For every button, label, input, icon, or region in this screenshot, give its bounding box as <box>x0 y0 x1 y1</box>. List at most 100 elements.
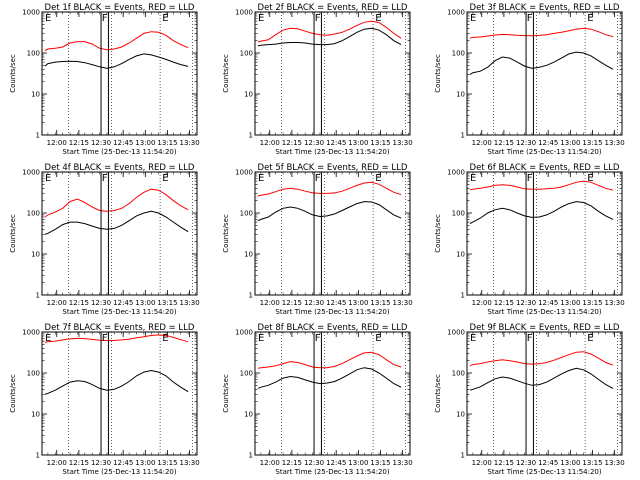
y-axis-label: Counts/sec <box>222 374 230 413</box>
flag-marker-label: E <box>258 173 264 184</box>
x-tick-label: 13:30 <box>180 139 200 147</box>
events-series-line <box>44 53 189 69</box>
x-axis-label: Start Time (25-Dec-13 11:54:20) <box>62 468 176 476</box>
x-tick-label: 12:15 <box>69 299 89 307</box>
flag-marker-label: E <box>375 173 381 184</box>
x-tick-label: 12:00 <box>47 139 67 147</box>
lld-series-line <box>469 351 614 367</box>
x-axis-label: Start Time (25-Dec-13 11:54:20) <box>275 468 389 476</box>
panel-title: Det 9f BLACK = Events, RED = LLD <box>470 323 620 333</box>
plot-frame <box>466 11 623 136</box>
y-tick-label: 1 <box>461 452 465 460</box>
plot-frame <box>254 11 411 136</box>
y-tick-label: 1000 <box>22 329 40 337</box>
y-tick-label: 1 <box>461 132 465 140</box>
x-tick-label: 12:45 <box>326 459 346 467</box>
y-tick-label: 1000 <box>447 9 465 17</box>
x-axis-label: Start Time (25-Dec-13 11:54:20) <box>275 148 389 156</box>
y-tick-label: 1000 <box>447 169 465 177</box>
flag-marker-label: E <box>162 13 168 24</box>
x-axis-label: Start Time (25-Dec-13 11:54:20) <box>487 468 601 476</box>
y-tick-label: 1 <box>36 132 40 140</box>
detector-panel-3: Det 3f BLACK = Events, RED = LLD 1 10 100 10… <box>434 3 625 156</box>
panel-title: Det 7f BLACK = Events, RED = LLD <box>45 323 195 333</box>
plot-frame <box>466 331 623 456</box>
plot-frame <box>41 331 198 456</box>
x-tick-label: 13:00 <box>135 139 155 147</box>
flag-marker-label: E <box>587 13 593 24</box>
x-tick-label: 12:30 <box>304 459 324 467</box>
x-tick-label: 13:30 <box>393 459 413 467</box>
x-tick-label: 12:15 <box>69 139 89 147</box>
lld-series-line <box>257 20 402 43</box>
x-tick-label: 12:15 <box>494 299 514 307</box>
y-tick-label: 100 <box>240 210 253 218</box>
y-axis-label: Counts/sec <box>9 214 17 253</box>
x-tick-label: 13:15 <box>582 459 602 467</box>
flag-marker-label: F <box>527 173 533 184</box>
flag-marker-label: E <box>258 13 264 24</box>
x-tick-label: 12:30 <box>516 139 536 147</box>
x-tick-label: 13:00 <box>135 299 155 307</box>
x-tick-label: 12:30 <box>516 299 536 307</box>
x-tick-label: 12:30 <box>304 299 324 307</box>
flag-marker-label: E <box>45 13 51 24</box>
x-tick-label: 12:45 <box>326 139 346 147</box>
x-tick-label: 13:30 <box>393 299 413 307</box>
x-tick-label: 12:15 <box>282 459 302 467</box>
x-tick-label: 12:30 <box>91 459 111 467</box>
flag-marker-label: E <box>470 13 476 24</box>
y-tick-label: 10 <box>31 411 40 419</box>
detector-panel-9: Det 9f BLACK = Events, RED = LLD 1 10 100 10… <box>434 323 625 476</box>
flag-marker-label: F <box>102 13 108 24</box>
detector-panel-2: Det 2f BLACK = Events, RED = LLD 1 10 100 10… <box>222 3 413 156</box>
lld-series-line <box>469 27 614 39</box>
y-tick-label: 100 <box>27 210 40 218</box>
x-tick-label: 13:00 <box>348 139 368 147</box>
y-tick-label: 1 <box>249 132 253 140</box>
plot-frame <box>254 331 411 456</box>
y-axis-label: Counts/sec <box>222 214 230 253</box>
y-tick-label: 1 <box>249 452 253 460</box>
y-tick-label: 10 <box>244 91 253 99</box>
y-tick-label: 10 <box>456 91 465 99</box>
detector-panel-4: Det 4f BLACK = Events, RED = LLD 1 10 100 10… <box>9 163 200 316</box>
lld-series-line <box>257 351 402 369</box>
x-tick-label: 12:45 <box>538 459 558 467</box>
flag-marker-label: F <box>102 173 108 184</box>
x-axis-label: Start Time (25-Dec-13 11:54:20) <box>62 148 176 156</box>
y-tick-label: 10 <box>456 411 465 419</box>
x-tick-label: 12:30 <box>91 139 111 147</box>
events-series-line <box>469 51 614 75</box>
y-tick-label: 1 <box>36 292 40 300</box>
panel-title: Det 1f BLACK = Events, RED = LLD <box>45 3 195 13</box>
x-tick-label: 12:00 <box>260 459 280 467</box>
y-tick-label: 1000 <box>235 329 253 337</box>
y-tick-label: 100 <box>452 50 465 58</box>
y-tick-label: 10 <box>244 251 253 259</box>
panel-title: Det 8f BLACK = Events, RED = LLD <box>258 323 408 333</box>
panel-title: Det 3f BLACK = Events, RED = LLD <box>470 3 620 13</box>
y-axis-label: Counts/sec <box>9 374 17 413</box>
x-tick-label: 13:30 <box>180 459 200 467</box>
events-series-line <box>257 27 402 47</box>
x-tick-label: 13:30 <box>393 139 413 147</box>
x-tick-label: 12:00 <box>472 139 492 147</box>
y-tick-label: 1000 <box>22 9 40 17</box>
plot-frame <box>41 171 198 296</box>
y-tick-label: 10 <box>244 411 253 419</box>
y-tick-label: 10 <box>456 251 465 259</box>
lld-series-line <box>257 181 402 197</box>
y-axis-label: Counts/sec <box>222 54 230 93</box>
events-series-line <box>257 201 402 222</box>
flag-marker-label: E <box>587 333 593 344</box>
y-tick-label: 10 <box>31 91 40 99</box>
x-tick-label: 12:00 <box>260 299 280 307</box>
x-tick-label: 13:00 <box>560 459 580 467</box>
x-tick-label: 12:45 <box>538 299 558 307</box>
x-tick-label: 13:00 <box>135 459 155 467</box>
x-tick-label: 12:15 <box>282 299 302 307</box>
flag-marker-label: F <box>315 13 321 24</box>
x-tick-label: 13:30 <box>605 139 625 147</box>
